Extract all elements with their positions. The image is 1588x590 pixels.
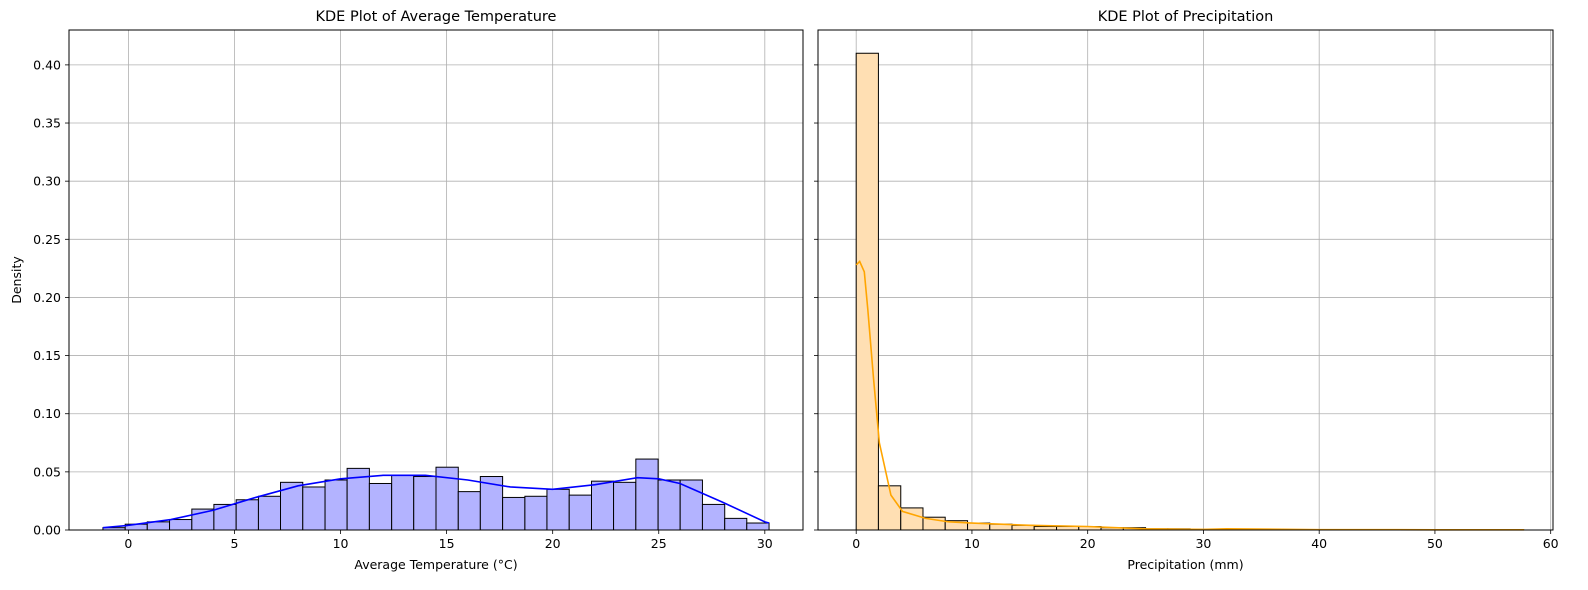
histogram-bar [391,474,415,531]
y-tick-label: 0.40 [33,57,61,72]
histogram-bar [590,480,615,531]
x-tick-label: 30 [1195,536,1211,551]
x-tick-label: 60 [1543,536,1559,551]
histogram-bar [613,481,637,531]
chart-title: KDE Plot of Precipitation [1098,9,1274,25]
y-tick-label: 0.30 [33,174,61,189]
x-tick-label: 10 [333,536,349,551]
histogram-bar [657,479,681,531]
kde-line [855,260,1525,531]
histogram-bar [568,494,592,531]
y-tick-label: 0.35 [33,116,61,131]
histogram-bar [368,482,393,531]
kde-line [102,474,770,529]
y-axis-label: Density [9,256,24,304]
histogram-bar [413,476,437,531]
x-tick-label: 25 [651,536,667,551]
chart-title: KDE Plot of Average Temperature [316,9,557,25]
histogram-bar [546,488,570,531]
subplot: 0 10 20 30 40 50 60 KDE Plot of Precipitation Pr… [814,9,1559,572]
axes-frame [817,29,1554,531]
y-tick-label: 0.00 [33,523,61,538]
histogram-bar [635,458,659,531]
x-tick-label: 10 [964,536,980,551]
x-tick-label: 40 [1311,536,1327,551]
histogram-bar [1033,526,1058,531]
x-tick-label: 20 [1080,536,1096,551]
x-tick-label: 5 [230,536,238,551]
y-tick-label: 0.25 [33,232,61,247]
histogram-bar [324,479,348,531]
x-tick-label: 50 [1427,536,1443,551]
histogram-bar [679,479,703,531]
axes-frame [68,29,804,531]
histogram-bar [746,522,770,531]
subplot: 0.00 0.05 0.10 0.15 0.20 0.25 0.30 0.35 0.40 0 5 10… [9,9,804,572]
histogram-bar [701,503,726,531]
histogram-bar [169,519,193,531]
histogram-bar [724,517,748,531]
x-tick-label: 15 [439,536,455,551]
y-tick-label: 0.05 [33,464,61,479]
histogram-bar [235,499,259,531]
x-axis-label: Average Temperature (°C) [354,557,517,572]
histogram-bar [524,495,548,531]
y-tick-label: 0.10 [33,406,61,421]
histogram-bar [257,495,282,531]
y-tick-label: 0.15 [33,348,61,363]
histogram-bar [457,491,481,531]
histogram-bar [302,486,326,531]
x-axis-label: Precipitation (mm) [1127,557,1243,572]
y-tick-label: 0.20 [33,290,61,305]
x-tick-label: 0 [124,536,132,551]
x-tick-label: 20 [545,536,561,551]
histogram-bar [502,496,526,531]
x-tick-label: 30 [757,536,773,551]
x-tick-label: 0 [852,536,860,551]
histogram-bar [855,52,879,531]
